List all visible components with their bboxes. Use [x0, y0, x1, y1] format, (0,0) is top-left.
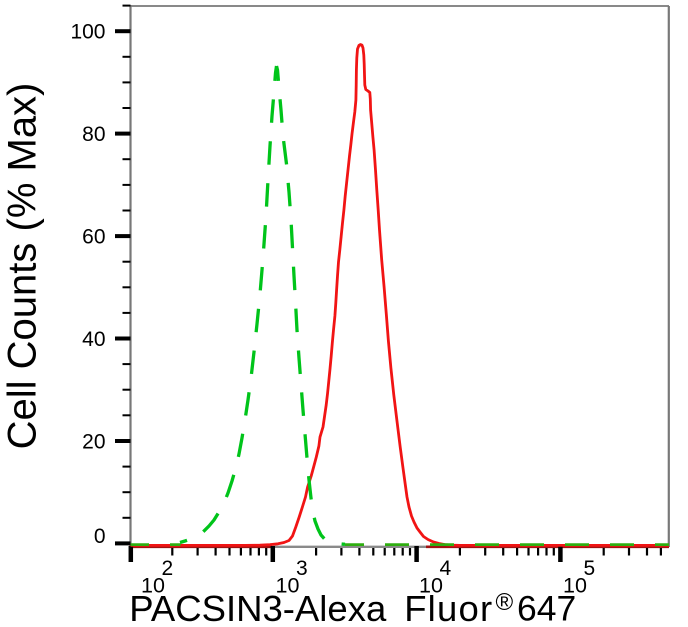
- svg-text:10: 10: [563, 573, 587, 597]
- svg-text:20: 20: [82, 431, 105, 454]
- svg-text:Cell Counts (% Max): Cell Counts (% Max): [1, 83, 45, 450]
- svg-text:4: 4: [440, 557, 452, 580]
- svg-text:80: 80: [82, 123, 105, 146]
- svg-text:0: 0: [94, 525, 106, 548]
- svg-text:647: 647: [517, 589, 576, 627]
- svg-text:2: 2: [162, 557, 174, 580]
- svg-text:Fluor: Fluor: [404, 588, 493, 627]
- svg-text:10: 10: [141, 573, 165, 597]
- svg-text:®: ®: [496, 589, 514, 616]
- svg-text:40: 40: [82, 328, 105, 351]
- svg-text:3: 3: [296, 557, 308, 580]
- svg-text:PACSIN3-Alexa: PACSIN3-Alexa: [129, 588, 387, 627]
- svg-text:100: 100: [70, 21, 105, 44]
- svg-text:5: 5: [584, 557, 596, 580]
- svg-text:10: 10: [419, 573, 443, 597]
- svg-text:10: 10: [276, 573, 300, 597]
- svg-text:60: 60: [82, 226, 105, 249]
